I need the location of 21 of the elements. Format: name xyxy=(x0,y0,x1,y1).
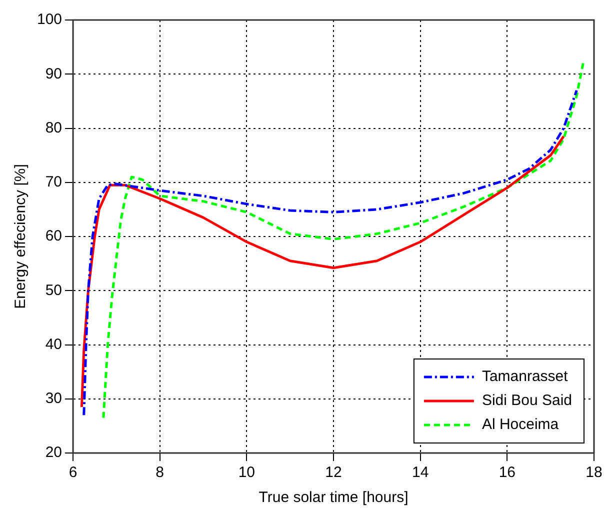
y-tick-label: 50 xyxy=(45,282,62,299)
legend-label: Al Hoceima xyxy=(482,416,560,434)
y-axis-title: Energy effeciency [%] xyxy=(12,164,30,309)
x-tick-label: 18 xyxy=(586,464,602,482)
x-tick-label: 14 xyxy=(412,464,429,482)
y-tick-label: 40 xyxy=(45,336,62,353)
x-tick-label: 16 xyxy=(498,464,516,482)
legend-label: Tamanrasset xyxy=(482,368,569,386)
y-tick-label: 60 xyxy=(45,228,62,245)
y-tick-label: 80 xyxy=(45,119,62,136)
y-tick-label: 100 xyxy=(36,11,62,28)
y-tick-label: 30 xyxy=(45,390,62,408)
legend-label: Sidi Bou Said xyxy=(482,392,572,410)
x-tick-label: 6 xyxy=(68,464,78,482)
y-tick-label: 20 xyxy=(45,444,62,462)
y-tick-label: 70 xyxy=(45,174,62,191)
x-tick-label: 12 xyxy=(325,464,342,482)
x-axis-title: True solar time [hours] xyxy=(258,489,408,506)
x-tick-label: 8 xyxy=(156,464,164,482)
x-tick-label: 10 xyxy=(238,464,256,482)
y-tick-label: 90 xyxy=(45,65,62,82)
